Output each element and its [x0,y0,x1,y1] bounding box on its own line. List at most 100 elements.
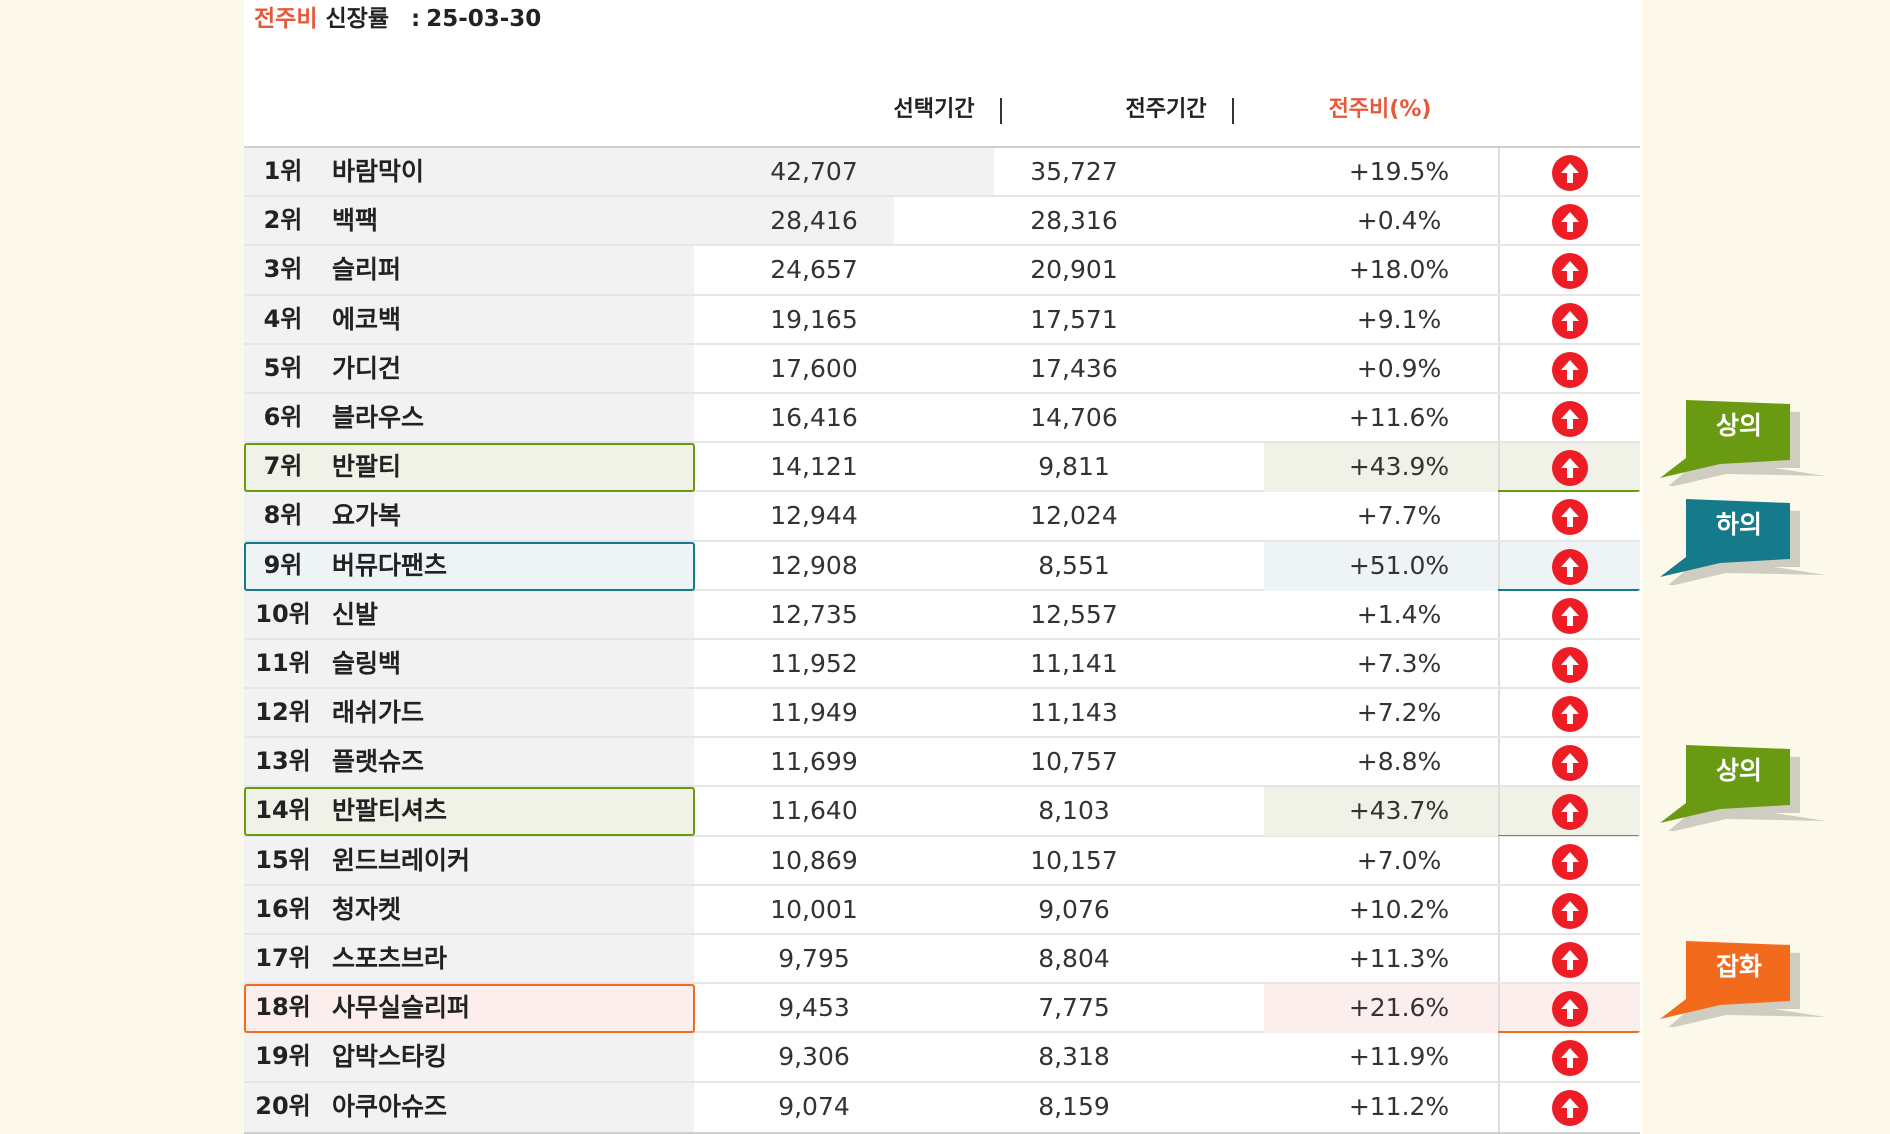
rank-label: 19위 [255,1042,311,1071]
selected-value: 28,416 [770,206,858,236]
table-row: 15위 윈드브레이커 10,869 10,157 +7.0% [244,836,1640,886]
table-row: 8위 요가복 12,944 12,024 +7.7% [244,492,1640,542]
change-value: +43.9% [1348,452,1450,482]
keyword-label: 백팩 [332,206,379,236]
change-cell-bg [1264,787,1498,837]
table-row: 18위 사무실슬리퍼 9,453 7,775 +21.6% [244,984,1640,1034]
previous-value: 8,103 [1038,796,1110,826]
name-cell-bg [244,1033,694,1081]
category-callout: 하의 [1660,485,1830,585]
previous-value: 8,551 [1038,550,1110,580]
arrow-up-circle-icon [1552,646,1588,683]
rank-label: 20위 [255,1091,311,1120]
name-cell-bg [244,197,694,245]
selected-value: 10,001 [770,894,858,924]
change-value: +18.0% [1348,255,1450,285]
arrow-up-circle-icon [1552,450,1588,487]
selected-share-bar [694,197,894,245]
name-cell-bg [244,246,694,294]
arrow-up-circle-icon [1552,351,1588,388]
arrow-up-circle-icon [1552,400,1588,437]
keyword-label: 사무실슬리퍼 [332,993,471,1023]
title-colon: : [411,6,421,32]
keyword-label: 에코백 [332,304,402,334]
change-value: +1.4% [1356,599,1442,629]
selected-value: 12,944 [770,501,858,531]
change-cell-bg [1264,541,1498,591]
trend-cell [1498,1082,1640,1132]
selected-value: 9,306 [778,1042,850,1072]
change-value: +0.4% [1356,206,1442,236]
rank-label: 16위 [255,894,311,923]
name-cell-bg [244,295,694,343]
arrow-up-circle-icon [1552,892,1588,929]
rank-label: 10위 [255,599,311,628]
keyword-label: 압박스타킹 [332,1042,448,1072]
arrow-up-circle-icon [1552,794,1588,831]
name-cell-bg [244,836,694,884]
change-value: +0.9% [1356,353,1442,383]
keyword-label: 슬링백 [332,648,402,678]
change-value: +43.7% [1348,796,1450,826]
previous-value: 11,141 [1030,648,1118,678]
table-row: 10위 신발 12,735 12,557 +1.4% [244,590,1640,640]
trend-cell [1498,738,1640,786]
name-cell-bg [244,393,694,442]
trend-cell [1498,984,1640,1032]
previous-value: 8,159 [1038,1091,1110,1121]
change-value: +11.3% [1348,944,1450,973]
arrow-up-circle-icon [1552,1040,1588,1077]
rank-label: 4위 [263,304,303,333]
table-row: 9위 버뮤다팬츠 12,908 8,551 +51.0% [244,541,1640,591]
header-separator [1000,98,1002,124]
previous-value: 7,775 [1038,993,1110,1023]
selected-value: 9,074 [778,1091,850,1121]
table-row: 17위 스포츠브라 9,795 8,804 +11.3% [244,935,1640,985]
selected-value: 11,699 [770,747,858,777]
previous-value: 9,076 [1038,894,1110,924]
selected-value: 42,707 [770,157,858,186]
trend-cell [1498,590,1640,638]
change-cell-bg [1264,443,1498,493]
header-previous: 전주기간 [1125,97,1207,122]
change-value: +19.5% [1348,157,1450,186]
selected-value: 24,657 [770,255,858,285]
highlight-box [244,443,695,493]
trend-cell [1498,541,1640,589]
selected-value: 12,735 [770,599,858,629]
callout-label: 상의 [1715,411,1762,441]
ranking-table: 1위 바람막이 42,707 35,727 +19.5% 2위 백팩 28,416 28,316… [244,146,1640,1134]
arrow-up-circle-icon [1552,155,1588,191]
category-callout: 상의 [1660,386,1830,487]
change-cell-bg [1264,984,1498,1034]
selected-value: 17,600 [770,353,858,383]
highlight-box [244,541,695,591]
selected-value: 12,908 [770,550,858,580]
trend-cell [1498,935,1640,983]
arrow-up-circle-icon [1552,302,1588,339]
table-row: 3위 슬리퍼 24,657 20,901 +18.0% [244,246,1640,296]
name-cell-bg [244,148,694,196]
previous-value: 10,157 [1030,845,1118,875]
table-row: 14위 반팔티셔츠 11,640 8,103 +43.7% [244,787,1640,837]
name-cell-bg [244,344,694,392]
previous-value: 17,436 [1030,353,1118,383]
table-row: 11위 슬링백 11,952 11,141 +7.3% [244,639,1640,690]
arrow-up-circle-icon [1552,597,1588,634]
name-cell-bg [244,1082,694,1132]
trend-cell [1498,295,1640,343]
callout-label: 하의 [1715,509,1762,539]
trend-cell [1498,148,1640,196]
selected-share-bar [694,148,994,196]
rank-label: 3위 [263,255,303,284]
table-row: 4위 에코백 19,165 17,571 +9.1% [244,295,1640,345]
arrow-up-circle-icon [1552,1089,1588,1126]
change-value: +8.8% [1356,747,1442,777]
name-cell-bg [244,541,694,589]
previous-value: 9,811 [1038,452,1110,482]
category-callout: 상의 [1660,731,1830,831]
name-cell-bg [244,590,694,638]
keyword-label: 버뮤다팬츠 [332,550,448,580]
change-value: +7.2% [1356,698,1442,728]
previous-value: 10,757 [1030,747,1118,777]
